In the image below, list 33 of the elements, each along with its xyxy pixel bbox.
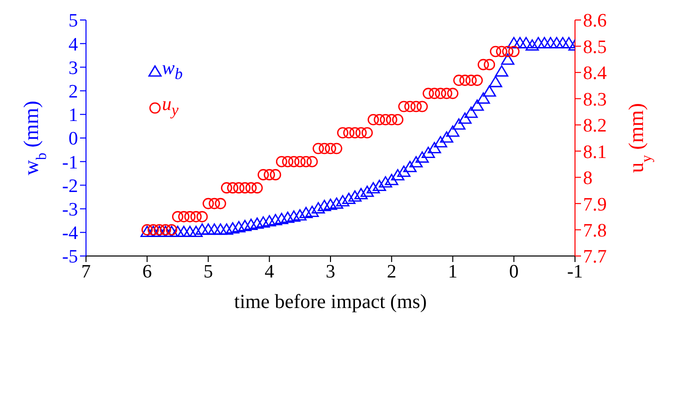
y-tick-label: 3 <box>68 58 78 79</box>
x-tick-label: 3 <box>326 261 336 282</box>
legend-label: w$_{b}$ <box>162 58 183 84</box>
y2-tick-label: 8.3 <box>583 89 607 110</box>
x-tick-label: 1 <box>448 261 458 282</box>
x-tick-label: 6 <box>142 261 152 282</box>
x-tick-label: 0 <box>509 261 519 282</box>
y-tick-label: 1 <box>68 105 78 126</box>
y-tick-label: -4 <box>62 223 78 244</box>
y-tick-label: -3 <box>62 200 78 221</box>
y2-tick-label: 8 <box>583 168 592 190</box>
y2-tick-label: 8.5 <box>583 36 607 58</box>
y-tick-label: 0 <box>68 128 78 150</box>
y2-tick-label: 8.2 <box>583 116 607 137</box>
y-tick-label: 4 <box>68 34 78 56</box>
y-tick-label: 5 <box>68 10 78 32</box>
x-tick-label: -1 <box>567 261 583 282</box>
y2-tick-label: 8.1 <box>583 142 607 163</box>
y2-tick-label: 7.8 <box>583 220 607 242</box>
y2-tick-label: 8.6 <box>583 10 607 32</box>
y-tick-label: -1 <box>62 152 78 174</box>
legend-label: u$_{y}$ <box>162 94 179 120</box>
y-tick-label: -5 <box>62 246 78 268</box>
x-axis-title: time before impact (ms) <box>234 291 427 313</box>
y2-tick-label: 8.4 <box>583 63 608 84</box>
x-tick-label: 4 <box>264 261 275 282</box>
y2-tick-label: 7.9 <box>583 194 607 216</box>
y-tick-label: 2 <box>68 82 78 103</box>
x-tick-label: 2 <box>386 261 396 282</box>
y2-tick-label: 7.7 <box>583 246 607 268</box>
y-tick-label: -2 <box>62 176 78 197</box>
x-tick-label: 5 <box>204 261 213 282</box>
x-tick-label: 7 <box>81 261 91 282</box>
